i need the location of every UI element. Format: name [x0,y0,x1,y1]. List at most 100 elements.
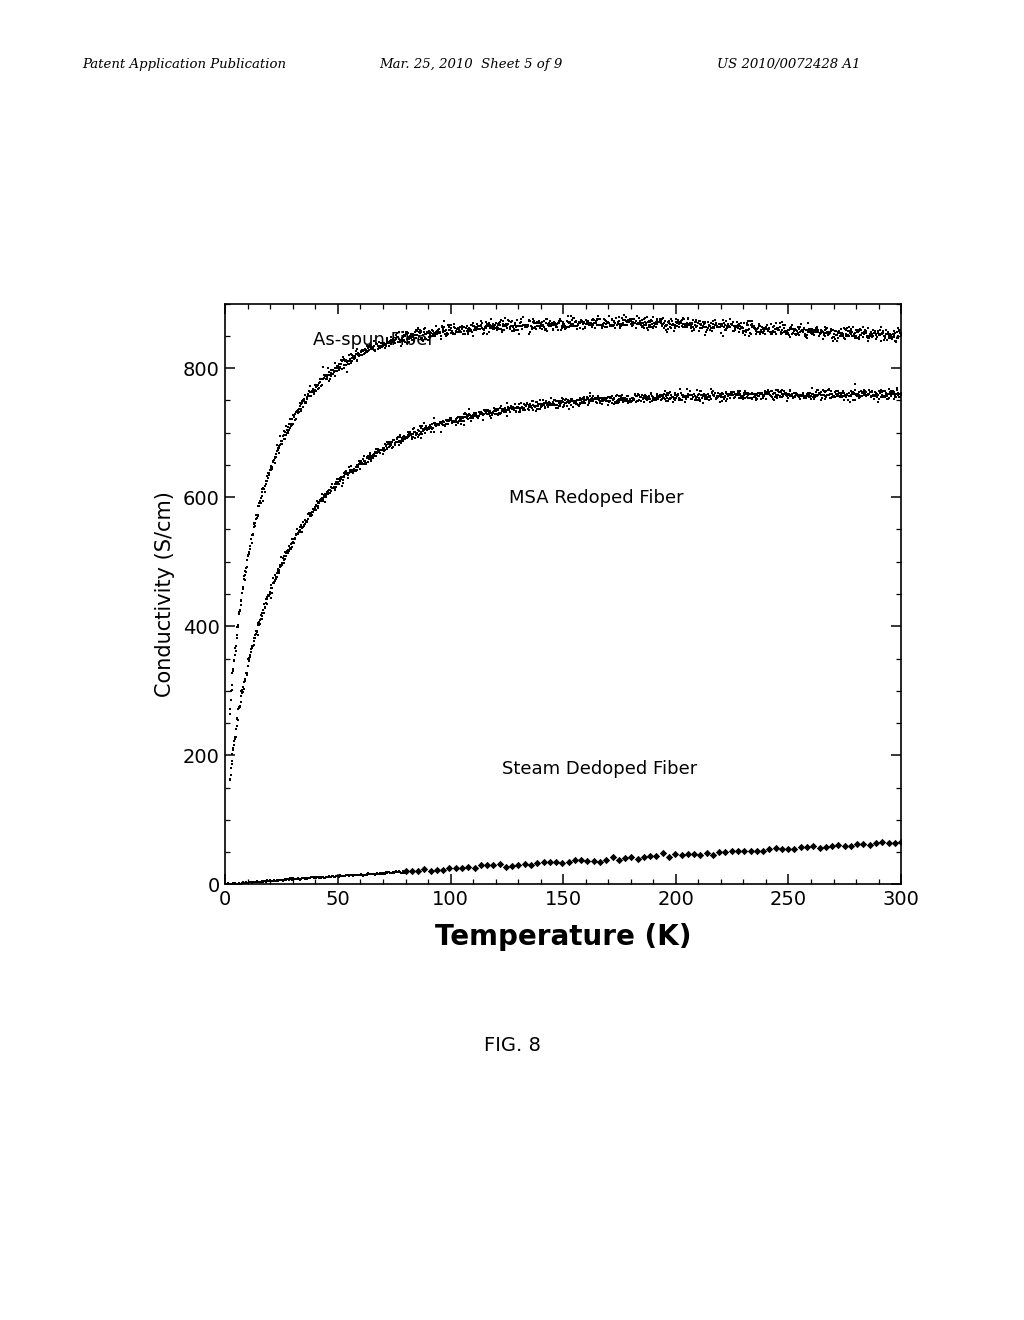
Point [575,312,592,333]
Point [603,392,620,413]
Point [347,343,364,364]
Point [892,322,908,343]
Point [443,323,460,345]
Point [811,837,827,858]
Point [764,323,780,345]
Point [334,475,350,496]
Point [522,396,539,417]
Point [422,326,438,347]
Point [531,393,548,414]
Point [830,322,847,343]
Point [276,429,293,450]
Point [240,649,256,671]
Point [577,313,593,334]
Point [257,870,273,891]
Point [839,385,855,407]
Point [266,450,283,471]
Point [302,506,318,527]
Point [568,312,585,333]
Point [444,413,461,434]
Point [371,335,387,356]
Point [380,862,396,883]
Point [225,651,242,672]
Point [863,322,880,343]
Point [275,549,292,570]
Point [607,392,624,413]
Point [861,381,878,403]
Point [411,325,427,346]
Point [792,384,808,405]
Point [798,327,814,348]
Point [415,325,431,346]
Point [300,385,316,407]
Point [360,446,377,467]
Point [489,399,506,420]
Point [358,335,375,356]
Point [246,871,262,892]
Point [834,326,850,347]
Point [884,383,900,404]
Point [550,391,566,412]
Point [510,315,526,337]
Point [630,384,646,405]
Point [366,444,382,465]
Point [545,318,561,339]
Point [686,843,702,865]
Point [349,351,366,372]
Point [431,318,447,339]
Point [632,312,648,333]
Point [872,387,889,408]
Point [378,862,394,883]
Point [354,341,371,362]
Point [677,315,693,337]
Point [239,557,255,578]
Point [279,543,295,564]
Point [876,385,892,407]
Point [458,318,474,339]
Point [473,403,489,424]
Point [267,569,284,590]
Point [321,479,337,500]
Point [811,326,827,347]
Point [502,317,518,338]
Point [341,865,357,886]
Point [444,322,461,343]
Point [655,313,672,334]
Point [481,313,498,334]
Point [795,321,811,342]
Point [858,321,874,342]
Point [527,392,544,413]
Point [381,335,397,356]
Point [391,861,408,882]
Point [386,862,402,883]
Point [345,462,361,483]
Point [346,458,362,479]
Point [855,833,871,854]
Point [654,387,671,408]
Point [258,589,274,610]
Point [357,454,374,475]
Point [368,445,384,466]
Point [728,384,744,405]
Point [607,392,624,413]
Point [453,317,469,338]
Point [786,381,803,403]
Point [564,396,581,417]
Point [838,323,854,345]
Point [782,317,799,338]
Point [721,383,737,404]
Point [856,323,872,345]
Point [675,384,691,405]
Point [563,305,580,326]
Point [493,403,509,424]
Point [296,389,312,411]
Point [877,326,893,347]
Point [476,318,493,339]
Point [694,317,711,338]
Point [831,321,848,342]
Point [691,310,708,331]
Point [417,422,433,444]
Point [383,862,399,883]
Point [742,384,759,405]
Point [219,874,236,895]
